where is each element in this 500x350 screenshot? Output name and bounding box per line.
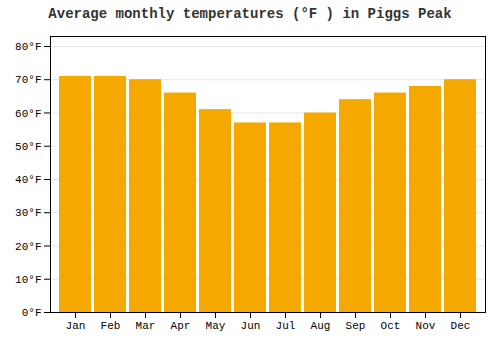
svg-text:Apr: Apr bbox=[171, 320, 191, 332]
svg-text:50°F: 50°F bbox=[15, 141, 41, 153]
svg-text:Jun: Jun bbox=[241, 320, 261, 332]
svg-text:0°F: 0°F bbox=[22, 307, 42, 319]
svg-text:30°F: 30°F bbox=[15, 207, 41, 219]
svg-text:Jan: Jan bbox=[66, 320, 86, 332]
svg-text:Dec: Dec bbox=[451, 320, 471, 332]
svg-text:10°F: 10°F bbox=[15, 274, 41, 286]
svg-text:Aug: Aug bbox=[311, 320, 331, 332]
svg-text:May: May bbox=[206, 320, 226, 332]
svg-text:Jul: Jul bbox=[276, 320, 296, 332]
html-text:Average monthly temperatures (: Average monthly temperatures (°F ) in Pi… bbox=[48, 6, 452, 22]
svg-text:Sep: Sep bbox=[346, 320, 366, 332]
svg-text:80°F: 80°F bbox=[15, 41, 41, 53]
svg-text:Oct: Oct bbox=[381, 320, 401, 332]
svg-text:Mar: Mar bbox=[136, 320, 156, 332]
svg-text:Feb: Feb bbox=[101, 320, 121, 332]
svg-text:40°F: 40°F bbox=[15, 174, 41, 186]
svg-text:Nov: Nov bbox=[416, 320, 436, 332]
svg-text:20°F: 20°F bbox=[15, 241, 41, 253]
svg-text:60°F: 60°F bbox=[15, 108, 41, 120]
svg-text:70°F: 70°F bbox=[15, 74, 41, 86]
